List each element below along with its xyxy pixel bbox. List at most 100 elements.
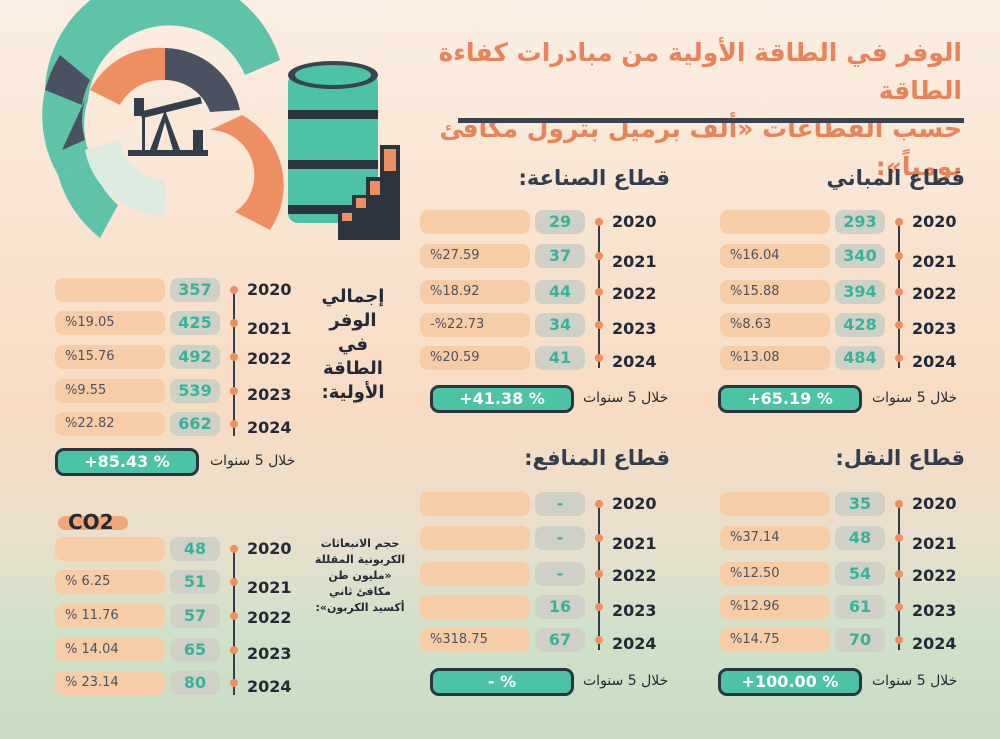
timeline-dot: [230, 387, 238, 395]
timeline-dot: [895, 570, 903, 578]
table-row: %19.05 425 2021: [55, 311, 305, 338]
timeline-dot: [230, 353, 238, 361]
year-label: 2021: [247, 319, 292, 338]
timeline-dot: [230, 646, 238, 654]
year-label: 2020: [247, 539, 292, 558]
value-cell: 340: [835, 244, 885, 268]
table-row: %20.59 41 2024: [420, 346, 670, 371]
timeline-dot: [895, 321, 903, 329]
section-title-industry: قطاع الصناعة:: [518, 166, 670, 190]
value-cell: 539: [170, 379, 220, 403]
timeline-dot: [595, 218, 603, 226]
timeline-dot: [895, 218, 903, 226]
timeline-dot: [895, 534, 903, 542]
table-row: %14.75 70 2024: [720, 628, 970, 653]
change-cell: %12.50: [720, 562, 830, 586]
section-title-utilities: قطاع المنافع:: [524, 446, 670, 470]
table-row: - 2020: [420, 492, 670, 516]
change-cell: %8.63: [720, 313, 830, 337]
table-row: %13.08 484 2024: [720, 346, 970, 371]
year-label: 2023: [612, 319, 657, 338]
value-cell: 492: [170, 345, 220, 369]
year-label: 2022: [612, 566, 657, 585]
table-row: % 14.04 65 2023: [55, 638, 305, 663]
change-cell: [420, 526, 530, 550]
timeline-dot: [895, 603, 903, 611]
table-row: %37.14 48 2021: [720, 526, 970, 553]
timeline-dot: [230, 578, 238, 586]
value-cell: 428: [835, 313, 885, 337]
table-row: %12.50 54 2022: [720, 562, 970, 586]
five-year-total-industry: +41.38 %: [430, 385, 574, 413]
year-label: 2021: [612, 534, 657, 553]
table-row: %22.82 662 2024: [55, 412, 305, 437]
change-cell: [420, 595, 530, 619]
change-cell: [55, 537, 165, 561]
table-row: %12.96 61 2023: [720, 595, 970, 620]
change-cell: [720, 210, 830, 234]
table-row: % 11.76 57 2022: [55, 604, 305, 628]
value-cell: 44: [535, 280, 585, 304]
value-cell: 425: [170, 311, 220, 335]
change-cell: %15.76: [55, 345, 165, 369]
change-cell: [420, 210, 530, 234]
year-label: 2023: [912, 601, 957, 620]
value-cell: 37: [535, 244, 585, 268]
timeline-dot: [595, 288, 603, 296]
value-cell: 61: [835, 595, 885, 619]
change-cell: %22.82: [55, 412, 165, 436]
year-label: 2024: [247, 677, 292, 696]
table-row: %15.76 492 2022: [55, 345, 305, 369]
timeline-dot: [230, 679, 238, 687]
table-industry: 29 2020 %27.59 37 2021 %18.92 44 2022 -%22.73…: [420, 210, 670, 410]
five-years-label: خلال 5 سنوات: [583, 673, 669, 689]
value-cell: 41: [535, 346, 585, 370]
change-cell: %9.55: [55, 379, 165, 403]
page-title: الوفر في الطاقة الأولية من مبادرات كفاءة…: [438, 38, 962, 181]
year-label: 2022: [247, 608, 292, 627]
table-row: % 23.14 80 2024: [55, 671, 305, 696]
value-cell: 293: [835, 210, 885, 234]
value-cell: 34: [535, 313, 585, 337]
value-cell: 57: [170, 604, 220, 628]
year-label: 2023: [912, 319, 957, 338]
timeline-line: [233, 545, 235, 695]
change-cell: %13.08: [720, 346, 830, 370]
value-cell: 70: [835, 628, 885, 652]
table-row: % 6.25 51 2021: [55, 570, 305, 597]
value-cell: -: [535, 526, 585, 550]
table-row: 357 2020: [55, 278, 305, 302]
table-row: %16.04 340 2021: [720, 244, 970, 271]
value-cell: -: [535, 492, 585, 516]
table-row: %318.75 67 2024: [420, 628, 670, 653]
value-cell: 35: [835, 492, 885, 516]
five-year-total-buildings: +65.19 %: [718, 385, 862, 413]
table-row: %15.88 394 2022: [720, 280, 970, 304]
change-cell: [720, 492, 830, 516]
timeline-dot: [895, 354, 903, 362]
change-cell: %19.05: [55, 311, 165, 335]
timeline-dot: [595, 603, 603, 611]
year-label: 2021: [912, 534, 957, 553]
table-row: 48 2020: [55, 537, 305, 561]
table-utilities: - 2020 - 2021 - 2022 16 2023 %318.75 67 2024: [420, 492, 670, 692]
value-cell: 65: [170, 638, 220, 662]
change-cell: %18.92: [420, 280, 530, 304]
timeline-dot: [595, 570, 603, 578]
five-years-label: خلال 5 سنوات: [872, 390, 958, 406]
change-cell: [55, 278, 165, 302]
five-years-label: خلال 5 سنوات: [210, 453, 296, 469]
change-cell: % 6.25: [55, 570, 165, 594]
timeline-dot: [230, 286, 238, 294]
timeline-dot: [895, 288, 903, 296]
year-label: 2020: [247, 280, 292, 299]
year-label: 2020: [912, 494, 957, 513]
table-total: 357 2020 %19.05 425 2021 %15.76 492 2022 %9.5…: [55, 278, 305, 478]
five-year-total-transport: +100.00 %: [718, 668, 862, 696]
five-years-label: خلال 5 سنوات: [872, 673, 958, 689]
value-cell: 67: [535, 628, 585, 652]
five-years-label: خلال 5 سنوات: [583, 390, 669, 406]
change-cell: %318.75: [420, 628, 530, 652]
change-cell: %16.04: [720, 244, 830, 268]
value-cell: 484: [835, 346, 885, 370]
